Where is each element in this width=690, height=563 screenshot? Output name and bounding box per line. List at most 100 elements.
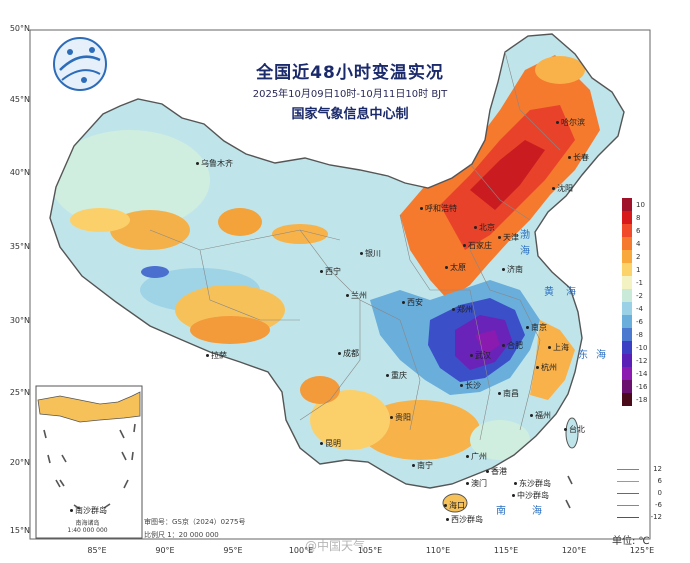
- legend-label: 10: [636, 200, 645, 209]
- legend-row: 1: [622, 263, 647, 276]
- line-legend-label: 12: [653, 465, 662, 473]
- city-label: 北京: [474, 222, 495, 233]
- city-label: 杭州: [536, 362, 557, 373]
- map-title: 全国近48小时变温实况: [256, 63, 444, 83]
- lon-label: 110°E: [425, 546, 451, 555]
- city-label: 东沙群岛: [514, 478, 551, 489]
- legend-row: -14: [622, 367, 647, 380]
- city-label: 南京: [526, 322, 547, 333]
- legend-swatch: [622, 302, 632, 315]
- legend-row: -2: [622, 289, 647, 302]
- legend-label: -14: [636, 369, 648, 378]
- legend-swatch: [622, 198, 632, 211]
- city-label: 贵阳: [390, 412, 411, 423]
- sea-label: 海: [596, 350, 606, 361]
- legend-row: -4: [622, 302, 647, 315]
- lat-label: 20°N: [9, 458, 30, 467]
- legend-row: -1: [622, 276, 647, 289]
- city-label: 西沙群岛: [446, 514, 483, 525]
- legend-label: 4: [636, 239, 641, 248]
- legend-label: -1: [636, 278, 643, 287]
- city-label: 台北: [564, 424, 585, 435]
- city-label: 西宁: [320, 266, 341, 277]
- legend-label: -12: [636, 356, 648, 365]
- city-label: 广州: [466, 451, 487, 462]
- legend-swatch: [622, 211, 632, 224]
- legend-swatch: [622, 354, 632, 367]
- city-label: 南宁: [412, 460, 433, 471]
- city-label: 香港: [486, 466, 507, 477]
- lon-label: 100°E: [288, 546, 314, 555]
- line-legend-label: -12: [650, 513, 662, 521]
- city-label: 呼和浩特: [420, 203, 457, 214]
- city-label: 南沙群岛: [70, 505, 107, 516]
- sea-label: 南: [496, 506, 506, 517]
- review-number: 审图号：GS京（2024）0275号: [144, 518, 246, 526]
- city-label: 天津: [498, 232, 519, 243]
- lat-label: 15°N: [9, 526, 30, 535]
- province-borders: [149, 51, 561, 441]
- city-label: 澳门: [466, 478, 487, 489]
- lat-label: 50°N: [9, 24, 30, 33]
- scale-text: 比例尺 1：20 000 000: [144, 531, 219, 539]
- city-label: 武汉: [470, 350, 491, 361]
- legend-swatch: [622, 237, 632, 250]
- legend-row: 6: [622, 224, 647, 237]
- city-label: 济南: [502, 264, 523, 275]
- sea-label: 海: [520, 246, 530, 257]
- inset-dash-line: [43, 423, 136, 510]
- inset-scale: 1:40 000 000: [67, 527, 108, 534]
- legend-row: 8: [622, 211, 647, 224]
- legend-label: 6: [636, 226, 641, 235]
- hainan-island: [442, 493, 468, 513]
- line-legend-swatch: [617, 516, 639, 518]
- lon-label: 120°E: [561, 546, 587, 555]
- sea-label: 海: [566, 287, 576, 298]
- legend-row: -10: [622, 341, 647, 354]
- legend-label: -18: [636, 395, 648, 404]
- legend-label: 1: [636, 265, 641, 274]
- lon-label: 95°E: [223, 546, 243, 555]
- legend-label: 2: [636, 252, 641, 261]
- map-time-range: 2025年10月09日10时-10月11日10时 BJT: [252, 89, 448, 100]
- legend-row: 2: [622, 250, 647, 263]
- lat-label: 40°N: [9, 168, 30, 177]
- legend-swatch: [622, 276, 632, 289]
- city-label: 重庆: [386, 370, 407, 381]
- line-legend-label: 6: [657, 477, 662, 485]
- city-label: 兰州: [346, 290, 367, 301]
- line-legend-swatch: [617, 504, 639, 506]
- lat-label: 45°N: [9, 95, 30, 104]
- line-legend-row: -6: [617, 499, 662, 511]
- lat-label: 35°N: [9, 242, 30, 251]
- lon-label: 105°E: [357, 546, 383, 555]
- legend-label: -10: [636, 343, 648, 352]
- legend-swatch: [622, 341, 632, 354]
- legend-row: -16: [622, 380, 647, 393]
- lon-label: 90°E: [155, 546, 175, 555]
- city-label: 西安: [402, 297, 423, 308]
- line-legend-swatch: [617, 480, 639, 482]
- legend-label: -16: [636, 382, 648, 391]
- city-label: 银川: [360, 248, 381, 259]
- legend-swatch: [622, 367, 632, 380]
- watermark: @中国天气: [305, 539, 366, 553]
- title-block: 全国近48小时变温实况 2025年10月09日10时-10月11日10时 BJT…: [200, 58, 500, 122]
- legend-label: 8: [636, 213, 641, 222]
- legend-swatch: [622, 380, 632, 393]
- lon-label: 125°E: [629, 546, 655, 555]
- legend-row: -8: [622, 328, 647, 341]
- city-label: 中沙群岛: [512, 490, 549, 501]
- inset-label: 南海诸岛 1:40 000 000: [40, 518, 135, 534]
- line-legend-row: -12: [617, 511, 662, 523]
- legend-swatch: [622, 224, 632, 237]
- sea-label: 黄: [544, 287, 554, 298]
- legend-row: 10: [622, 198, 647, 211]
- taiwan-island: [565, 417, 579, 449]
- legend-label: -6: [636, 317, 643, 326]
- city-label: 成都: [338, 348, 359, 359]
- city-label: 太原: [445, 262, 466, 273]
- china-border: [49, 33, 625, 489]
